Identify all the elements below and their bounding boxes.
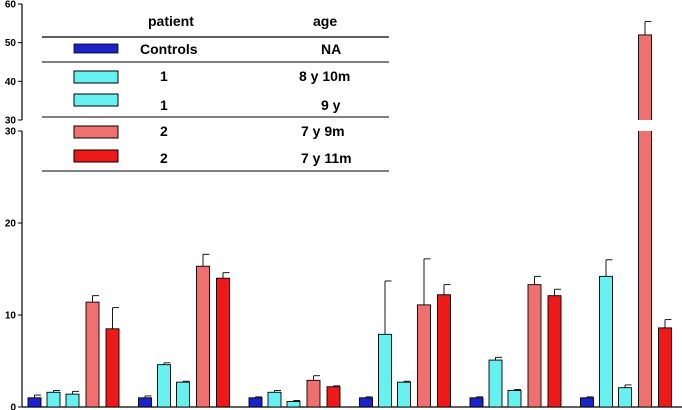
legend-age-p1-b: 9 y xyxy=(321,97,341,113)
legend-patient-p1-b: 1 xyxy=(160,97,168,113)
bar-p2_b xyxy=(216,277,230,408)
bar-p1_b xyxy=(176,381,190,408)
y-tick-label: 0 xyxy=(10,403,16,410)
bar-p1_b xyxy=(286,401,301,408)
bar-p2_b xyxy=(658,327,672,408)
legend-swatch-p2-b xyxy=(73,149,119,163)
bar-controls xyxy=(469,397,484,408)
bar-series xyxy=(27,20,672,408)
bar-p1_a xyxy=(267,391,282,408)
legend-patient-controls: Controls xyxy=(140,41,198,57)
legend-header-age: age xyxy=(313,13,337,29)
bar-p1_b xyxy=(507,389,522,408)
bar-p1_a xyxy=(46,391,61,408)
bar-p2_a xyxy=(85,301,100,408)
legend: patient age Controls NA 1 8 y 10m 1 9 y … xyxy=(42,13,389,172)
bar-controls xyxy=(359,397,373,408)
bar-p2_b xyxy=(326,386,341,408)
legend-age-p2-a: 7 y 9m xyxy=(301,123,345,139)
bar-p1_a xyxy=(599,275,613,408)
bar-p1_b xyxy=(618,387,632,408)
y-tick-label: 10 xyxy=(5,311,17,322)
legend-swatch-p1-a xyxy=(73,70,119,84)
legend-age-controls: NA xyxy=(321,41,341,57)
y-tick-label: 50 xyxy=(5,38,17,49)
bar-p2_a xyxy=(527,284,542,408)
legend-swatch-controls xyxy=(73,43,119,54)
bar-p1_a xyxy=(157,364,171,408)
y-tick-label: 30 xyxy=(5,116,17,127)
bar-controls xyxy=(580,397,594,408)
y-tick-label: 40 xyxy=(5,77,17,88)
bar-p1_a xyxy=(488,359,503,408)
y-tick-label: 30 xyxy=(5,127,17,138)
legend-age-p2-b: 7 y 11m xyxy=(301,150,352,166)
bar-p2_b xyxy=(437,294,451,408)
axis-break-marker xyxy=(636,120,654,131)
legend-age-p1-a: 8 y 10m xyxy=(299,68,350,84)
bar-controls xyxy=(248,397,263,408)
legend-header-patient: patient xyxy=(148,13,194,29)
bar-p1_b xyxy=(65,393,80,408)
y-tick-label: 60 xyxy=(5,0,17,11)
bar-controls xyxy=(138,397,152,408)
bar-break-gap xyxy=(636,120,654,131)
bar-p1_b xyxy=(397,381,411,408)
bar-p2_a xyxy=(306,379,321,408)
bar-p2_b xyxy=(547,295,562,408)
legend-patient-p2-a: 2 xyxy=(160,123,168,139)
legend-swatch-p2-a xyxy=(73,125,119,139)
bar-controls xyxy=(27,397,42,408)
y-tick-label: 20 xyxy=(5,219,17,230)
bar-p2_a xyxy=(196,265,210,408)
bar-p2_a xyxy=(417,304,431,408)
legend-patient-p2-b: 2 xyxy=(160,150,168,166)
bar-p2_b xyxy=(105,328,120,408)
legend-patient-p1-a: 1 xyxy=(160,68,168,84)
legend-swatch-p1-b xyxy=(73,93,119,107)
bar-p1_a xyxy=(378,333,392,408)
bar-p2_a xyxy=(638,34,652,408)
